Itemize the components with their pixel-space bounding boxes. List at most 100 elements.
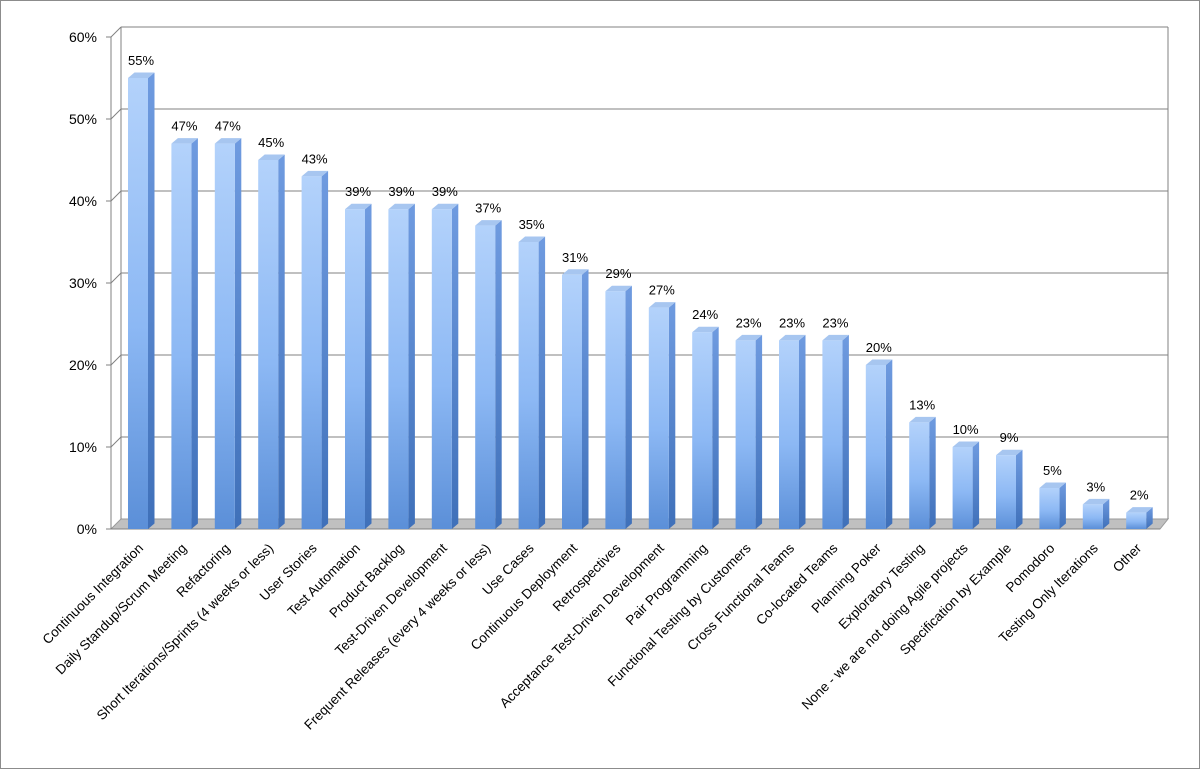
bar-group	[648, 302, 676, 529]
bar-group	[345, 203, 372, 529]
category-label: Product Backlog	[326, 541, 406, 621]
gridline-diagonal	[110, 108, 122, 120]
axes-layer: 0% 10% 20% 30% 40% 50% 60%	[69, 26, 1170, 537]
data-label: 10%	[953, 422, 979, 437]
gridline-diagonal	[110, 436, 122, 448]
bars-layer	[128, 72, 1153, 529]
bar-top	[1039, 482, 1066, 488]
bar-top	[865, 359, 893, 365]
bar-side	[408, 203, 415, 529]
bar-top	[214, 138, 242, 144]
bar-side	[148, 72, 155, 529]
bar	[735, 340, 756, 529]
bar-top	[128, 72, 155, 78]
data-label: 2%	[1130, 488, 1149, 503]
data-label: 39%	[388, 184, 414, 199]
gridline-diagonal	[110, 26, 122, 38]
data-label: 47%	[215, 119, 241, 134]
bar-group	[475, 220, 502, 529]
bar	[1126, 512, 1147, 529]
bar-side	[278, 154, 285, 529]
data-label: 55%	[128, 53, 154, 68]
bar-top	[952, 441, 980, 447]
bar	[952, 447, 973, 529]
bar-top	[1126, 507, 1153, 513]
data-label: 29%	[605, 266, 631, 281]
bar-side	[712, 326, 719, 529]
data-label: 39%	[345, 184, 371, 199]
bar-top	[735, 334, 763, 341]
bar-side	[234, 138, 242, 529]
gridline-diagonal	[110, 190, 122, 202]
bar-top	[301, 170, 329, 177]
data-label: 27%	[649, 283, 675, 298]
bar-group	[1126, 507, 1153, 529]
bar	[128, 78, 148, 529]
gridline-diagonal	[110, 272, 122, 284]
bar-group	[171, 138, 198, 529]
bar-group	[605, 285, 632, 529]
bar-group	[388, 203, 415, 529]
data-label: 24%	[692, 307, 718, 322]
y-tick-label: 40%	[69, 193, 97, 209]
bar	[1082, 504, 1103, 529]
data-label: 45%	[258, 135, 284, 150]
bar-group	[258, 154, 285, 529]
data-label: 39%	[432, 184, 458, 199]
bar-group	[128, 72, 155, 529]
bar-top	[388, 203, 415, 210]
bar	[518, 242, 539, 529]
bar-top	[518, 236, 546, 242]
bar	[388, 209, 409, 529]
bar-side	[885, 359, 893, 529]
bar-group	[1082, 498, 1110, 529]
bar	[692, 332, 713, 529]
bar-top	[475, 220, 502, 226]
bar-side	[929, 416, 936, 529]
bar-group	[562, 269, 589, 529]
bar	[431, 209, 452, 529]
bar-group	[735, 334, 763, 529]
bar-side	[495, 220, 502, 529]
bar-group	[301, 170, 329, 529]
bar-group	[214, 138, 242, 529]
bar	[865, 365, 886, 529]
bar-group	[996, 449, 1023, 529]
bar-side	[538, 236, 546, 529]
bar-top	[692, 326, 719, 333]
data-label: 3%	[1086, 479, 1105, 494]
data-label: 37%	[475, 201, 501, 216]
bar-group	[909, 416, 936, 529]
bar-group	[952, 441, 980, 529]
data-label: 23%	[736, 315, 762, 330]
category-label: Other	[1110, 540, 1145, 575]
bar-top	[605, 285, 632, 292]
bar-top	[822, 334, 849, 341]
bar	[345, 209, 365, 529]
bar-side	[1059, 482, 1066, 529]
bar	[822, 340, 843, 529]
data-label: 35%	[519, 217, 545, 232]
category-label: Acceptance Test-Driven Development	[497, 540, 667, 710]
bar-side	[972, 441, 980, 529]
bar-side	[582, 269, 589, 529]
bar-side	[842, 334, 849, 529]
bar-side	[321, 170, 329, 529]
bar-top	[996, 449, 1023, 456]
bar-top	[345, 203, 372, 210]
bar-top	[909, 416, 936, 423]
bar-group	[779, 334, 806, 529]
bar	[909, 422, 930, 529]
data-label: 13%	[909, 397, 935, 412]
bar	[996, 455, 1016, 529]
bar	[562, 274, 582, 529]
bar-group	[822, 334, 849, 529]
data-label: 43%	[302, 151, 328, 166]
bar-side	[799, 334, 806, 529]
data-label: 20%	[866, 340, 892, 355]
data-label: 23%	[822, 315, 848, 330]
bar	[214, 143, 235, 529]
bar	[605, 291, 626, 529]
